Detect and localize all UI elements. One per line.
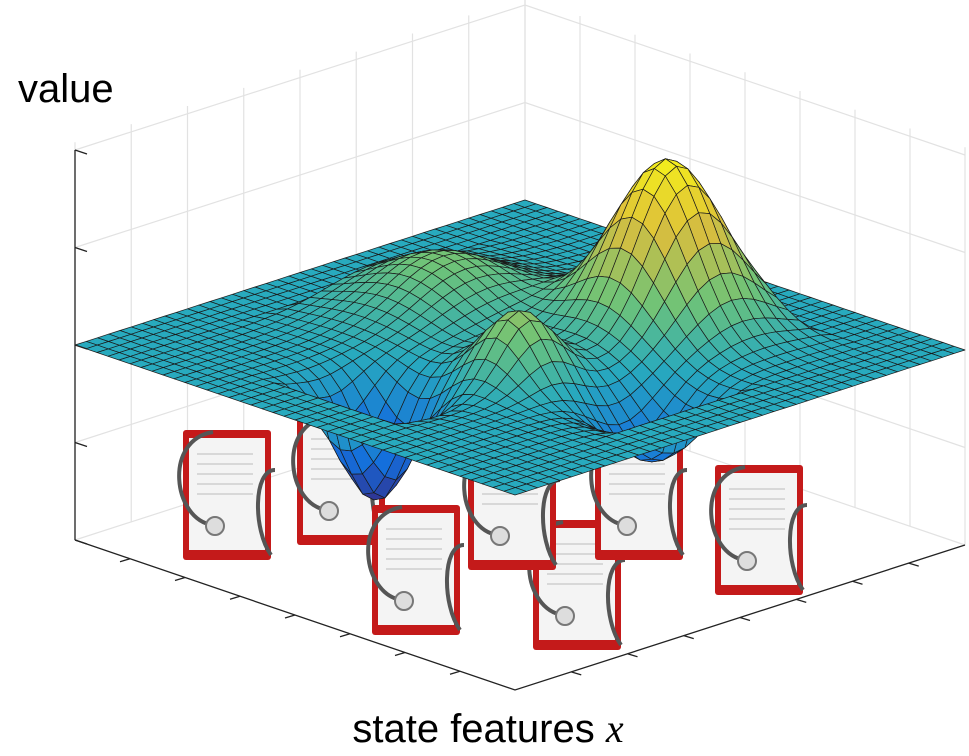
stethoscope-head: [395, 592, 413, 610]
feature-axis-label: state features x: [352, 706, 624, 751]
clipboard: [711, 465, 807, 595]
feature-tick: [120, 559, 130, 562]
wall-grid: [75, 5, 965, 155]
value-tick: [75, 248, 87, 252]
feature-tick: [175, 578, 185, 581]
feature-tick: [684, 636, 694, 639]
feature-tick: [340, 634, 350, 637]
feature-variable: x: [605, 706, 624, 751]
feature-tick: [230, 596, 240, 599]
feature-tick: [740, 618, 750, 621]
surface-figure: value state features x: [0, 0, 969, 756]
stethoscope-head: [738, 552, 756, 570]
feature-tick: [571, 672, 581, 675]
feature-tick: [395, 653, 405, 656]
value-axis-label: value: [18, 67, 114, 111]
feature-tick: [853, 581, 863, 584]
feature-tick: [909, 563, 919, 566]
feature-tick: [450, 671, 460, 674]
stethoscope-head: [206, 517, 224, 535]
feature-axis-text: state features: [352, 707, 594, 751]
stethoscope-head: [556, 607, 574, 625]
clipboard: [179, 430, 275, 560]
stethoscope-head: [618, 517, 636, 535]
stethoscope-head: [320, 502, 338, 520]
feature-tick: [796, 599, 806, 602]
clipboard: [368, 505, 464, 635]
feature-tick: [285, 615, 295, 618]
stethoscope-head: [491, 527, 509, 545]
value-tick: [75, 443, 87, 447]
feature-tick: [628, 654, 638, 657]
value-tick: [75, 150, 87, 154]
